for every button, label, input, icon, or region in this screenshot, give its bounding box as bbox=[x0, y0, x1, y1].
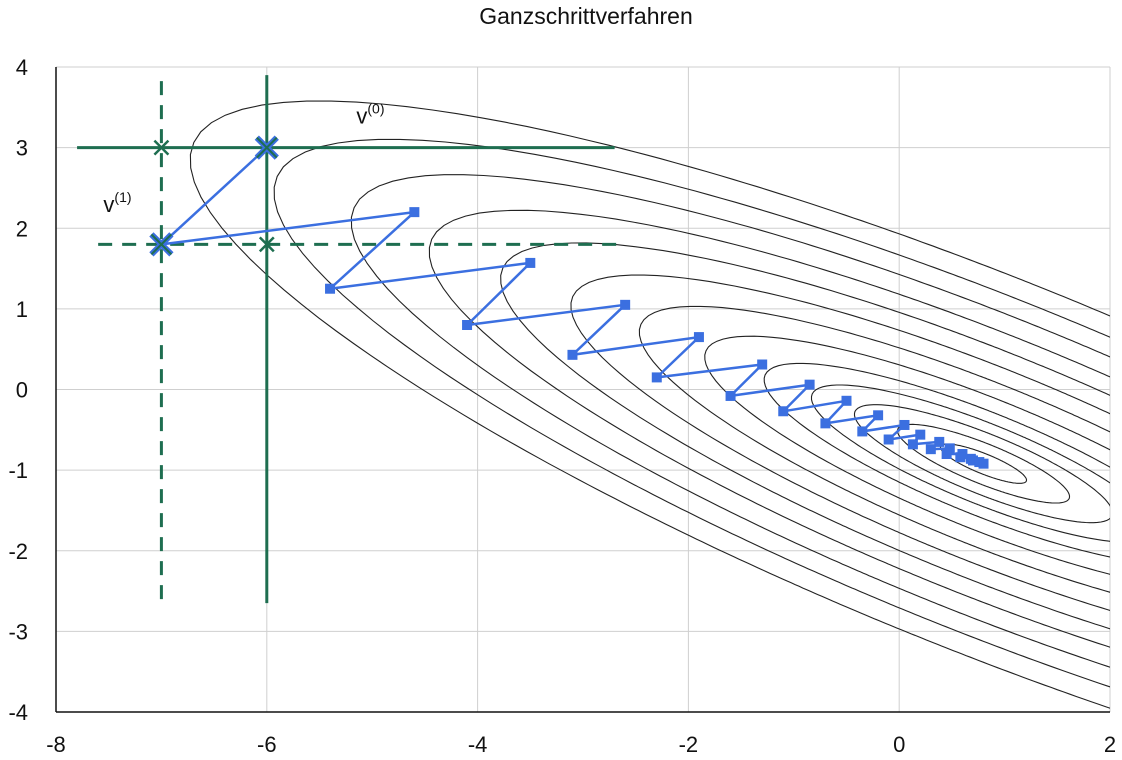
cross-stroke bbox=[258, 236, 275, 253]
cross-stroke bbox=[150, 233, 173, 256]
x-tick-label: -6 bbox=[257, 732, 277, 757]
data-point bbox=[325, 283, 336, 294]
data-point bbox=[857, 426, 868, 437]
annotation-base: v bbox=[103, 192, 114, 217]
data-point bbox=[907, 439, 918, 450]
contour-line bbox=[810, 384, 1110, 542]
contour-line bbox=[896, 423, 1071, 504]
data-point bbox=[955, 452, 966, 463]
x-tick-label: -4 bbox=[468, 732, 488, 757]
contour-line bbox=[939, 443, 1028, 484]
y-tick-label: 0 bbox=[16, 378, 28, 403]
data-point bbox=[757, 359, 768, 370]
annotation-label: v(1) bbox=[103, 189, 131, 217]
data-point bbox=[820, 418, 831, 429]
data-point bbox=[873, 410, 884, 421]
y-tick-label: -3 bbox=[8, 619, 28, 644]
data-point bbox=[567, 349, 578, 360]
y-tick-label: 4 bbox=[16, 55, 28, 80]
data-point bbox=[725, 390, 736, 401]
data-point bbox=[978, 458, 989, 469]
contour-line bbox=[853, 404, 1110, 524]
data-point bbox=[944, 443, 955, 454]
y-tick-label: 3 bbox=[16, 136, 28, 161]
data-point bbox=[883, 434, 894, 445]
y-tick-label: 1 bbox=[16, 297, 28, 322]
y-tick-label: -4 bbox=[8, 700, 28, 725]
guide-lines bbox=[77, 75, 626, 604]
y-tick-label: -2 bbox=[8, 539, 28, 564]
data-point bbox=[804, 379, 815, 390]
cross-marker bbox=[149, 232, 174, 257]
cross-marker bbox=[258, 236, 275, 253]
data-point bbox=[899, 419, 910, 430]
contour-line bbox=[273, 138, 1110, 688]
data-point bbox=[651, 372, 662, 383]
contour-line bbox=[189, 100, 1110, 709]
contour-line bbox=[763, 362, 1110, 558]
contour-lines bbox=[189, 100, 1110, 709]
cross-marker bbox=[153, 139, 170, 156]
data-point bbox=[925, 444, 936, 455]
data-point bbox=[778, 406, 789, 417]
contour-line bbox=[638, 305, 1110, 593]
data-point bbox=[915, 429, 926, 440]
axes bbox=[55, 67, 1110, 713]
y-tick-label: 2 bbox=[16, 216, 28, 241]
annotation-label: v(0) bbox=[356, 100, 384, 128]
cross-stroke bbox=[256, 136, 278, 159]
data-point bbox=[967, 455, 978, 466]
data-point bbox=[409, 207, 420, 218]
cross-stroke bbox=[153, 139, 170, 156]
iteration-path bbox=[157, 146, 989, 469]
contour-line bbox=[500, 242, 1110, 630]
data-point bbox=[934, 436, 945, 447]
cross-marker bbox=[254, 135, 279, 160]
y-tick-label: -1 bbox=[8, 458, 28, 483]
contour-line bbox=[350, 174, 1110, 668]
data-point bbox=[941, 449, 952, 459]
contour-line bbox=[570, 274, 1110, 611]
annotation-superscript: (0) bbox=[367, 100, 384, 116]
data-point bbox=[841, 395, 852, 406]
contour-line bbox=[428, 209, 1110, 648]
data-point bbox=[620, 299, 631, 310]
x-tick-label: -8 bbox=[46, 732, 66, 757]
x-tick-label: 0 bbox=[893, 732, 905, 757]
chart-title: Ganzschrittverfahren bbox=[479, 3, 693, 29]
point-markers bbox=[149, 135, 279, 257]
data-point bbox=[693, 332, 704, 343]
contour-line bbox=[704, 335, 1110, 575]
annotation-superscript: (1) bbox=[114, 189, 131, 205]
tick-labels: -8 -6 -4 -2 0 2 -4 -3 -2 -1 0 1 2 3 4 bbox=[8, 55, 1116, 757]
data-point bbox=[525, 257, 536, 268]
annotation-base: v bbox=[356, 103, 367, 128]
annotations: v(0)v(1) bbox=[103, 100, 384, 217]
x-tick-label: 2 bbox=[1104, 732, 1116, 757]
x-tick-label: -2 bbox=[679, 732, 699, 757]
data-point bbox=[462, 320, 473, 330]
